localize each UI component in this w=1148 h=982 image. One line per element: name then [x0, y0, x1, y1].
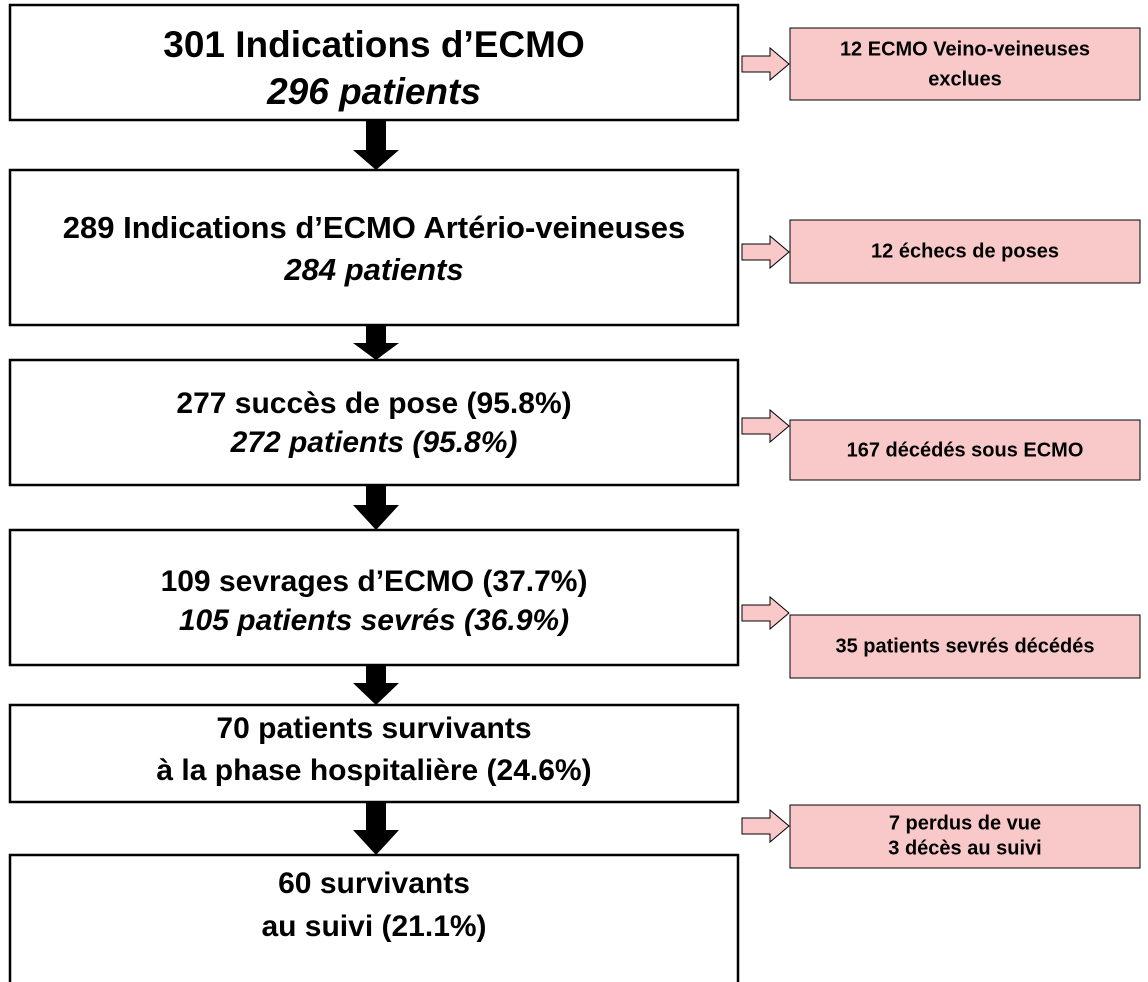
- exclusion-box: [789, 219, 1141, 284]
- side-arrow: [741, 808, 790, 844]
- side-arrow: [741, 408, 790, 444]
- step-text: 284 patients: [283, 252, 463, 287]
- side-arrow: [741, 595, 790, 631]
- step-text: 277 succès de pose (95.8%): [176, 387, 571, 420]
- side-arrow: [741, 234, 790, 270]
- exclusion-text: 12 échecs de poses: [871, 240, 1059, 262]
- exclusion-box: [789, 419, 1141, 481]
- down-arrow: [353, 485, 399, 530]
- step-text: 105 patients sevrés (36.9%): [179, 604, 569, 637]
- step-box: [8, 3, 740, 122]
- down-arrow: [353, 120, 399, 170]
- exclusion-text: 35 patients sevrés décédés: [835, 635, 1094, 657]
- down-arrow: [353, 802, 399, 855]
- exclusion-text: 7 perdus de vue: [889, 812, 1041, 834]
- step-box: [8, 528, 740, 667]
- step-text: 301 Indications d’ECMO: [163, 24, 584, 65]
- step-text: 60 survivants: [278, 867, 470, 900]
- step-text: 70 patients survivants: [216, 712, 531, 745]
- step-box: [8, 358, 740, 487]
- exclusion-text: 12 ECMO Veino-veineuses: [840, 38, 1090, 60]
- step-text: 289 Indications d’ECMO Artério-veineuses: [63, 210, 685, 245]
- exclusion-text: 3 décès au suivi: [888, 837, 1041, 859]
- exclusion-box: [789, 804, 1141, 869]
- exclusion-text: 167 décédés sous ECMO: [847, 439, 1084, 461]
- exclusion-box: [789, 614, 1141, 679]
- step-text: au suivi (21.1%): [261, 910, 486, 943]
- step-box: [8, 853, 740, 982]
- step-text: 272 patients (95.8%): [230, 426, 518, 459]
- down-arrow: [353, 325, 399, 360]
- step-box: [8, 168, 740, 327]
- step-text: 109 sevrages d’ECMO (37.7%): [161, 565, 588, 598]
- step-box: [8, 703, 740, 804]
- down-arrow: [353, 665, 399, 705]
- side-arrow: [741, 46, 790, 82]
- step-text: 296 patients: [266, 71, 481, 112]
- step-text: à la phase hospitalière (24.6%): [156, 754, 591, 787]
- exclusion-box: [789, 27, 1141, 101]
- exclusion-text: exclues: [928, 68, 1001, 90]
